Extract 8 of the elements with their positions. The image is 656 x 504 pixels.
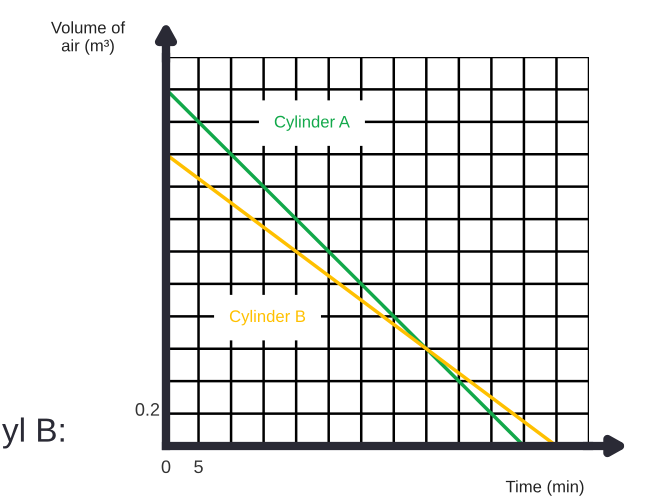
x-tick-label: 0 [162,460,170,474]
x-axis-title: Time (min) [506,480,584,496]
x-tick-label: 5 [194,460,203,474]
text: yl B: [2,417,64,449]
y-axis-title: Volume of air (m³) [51,21,126,55]
text: Cylinder B [230,310,306,326]
text: 0.2 [136,403,160,416]
text: Cylinder A [274,115,350,131]
